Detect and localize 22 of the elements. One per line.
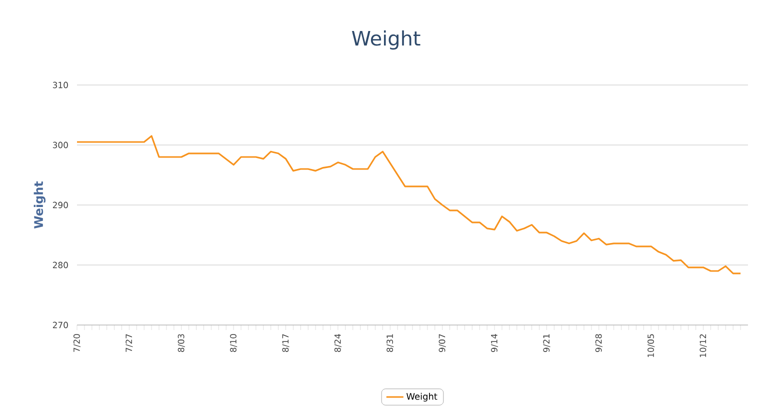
- x-tick-label: 8/31: [386, 334, 394, 352]
- x-tick-label: 10/05: [648, 334, 655, 357]
- y-tick-label: 300: [52, 142, 68, 148]
- x-tick-label: 10/12: [700, 334, 707, 357]
- y-tick-label: 270: [52, 322, 68, 328]
- x-tick-label: 8/17: [282, 334, 290, 352]
- y-axis-title: Weight: [34, 181, 46, 229]
- x-tick-label: 9/14: [490, 334, 498, 352]
- x-tick-label: 7/27: [126, 334, 133, 352]
- line-series: [76, 135, 742, 274]
- y-tick-label: 290: [52, 202, 68, 208]
- chart-title: Weight: [352, 30, 420, 50]
- x-tick-label: 7/20: [73, 334, 81, 352]
- legend-label: Weight: [406, 392, 438, 402]
- x-tick-label: 9/07: [438, 334, 446, 352]
- x-tick-label: 8/10: [230, 334, 238, 352]
- y-tick-label: 280: [52, 262, 68, 268]
- x-tick-label: 9/21: [543, 334, 550, 352]
- x-tick-label: 8/03: [178, 334, 185, 352]
- x-tick-label: 9/28: [595, 334, 602, 352]
- y-tick-label: 310: [52, 82, 68, 88]
- x-tick-label: 8/24: [334, 334, 342, 352]
